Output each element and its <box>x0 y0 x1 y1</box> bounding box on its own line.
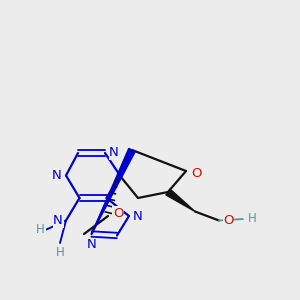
Text: O: O <box>223 214 234 227</box>
Text: H: H <box>56 246 64 259</box>
Text: O: O <box>113 207 123 220</box>
Text: N: N <box>52 169 62 182</box>
Text: N: N <box>109 146 119 160</box>
Polygon shape <box>166 189 195 212</box>
Text: N: N <box>87 238 96 251</box>
Text: H: H <box>36 223 45 236</box>
Text: H: H <box>248 212 256 226</box>
Text: N: N <box>53 214 63 227</box>
Text: O: O <box>191 167 202 180</box>
Text: N: N <box>133 209 143 223</box>
Polygon shape <box>92 148 135 234</box>
